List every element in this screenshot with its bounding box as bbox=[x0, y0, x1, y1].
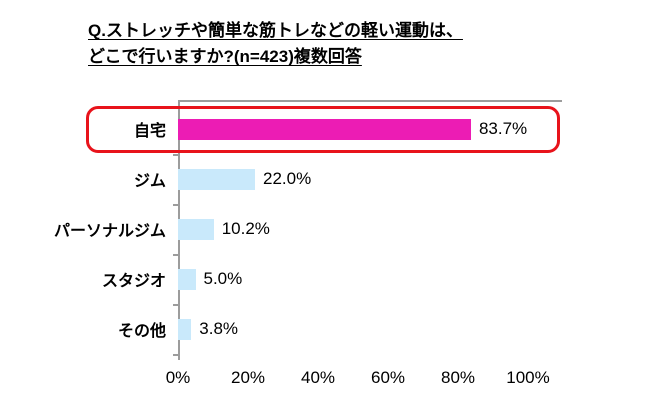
x-tick-label: 60% bbox=[370, 368, 406, 387]
bar bbox=[178, 218, 214, 240]
category-label: その他 bbox=[117, 323, 166, 340]
bar-track: 22.0% bbox=[178, 154, 648, 204]
value-label: 3.8% bbox=[199, 319, 239, 338]
category-label: ジム bbox=[133, 173, 166, 190]
x-tick-label: 40% bbox=[300, 368, 336, 387]
chart-title-line-1: Q.ストレッチや簡単な筋トレなどの軽い運動は、 bbox=[88, 21, 463, 40]
x-tick-label: 100% bbox=[506, 368, 550, 387]
chart-title-line-2: どこで行いますか?(n=423)複数回答 bbox=[88, 47, 362, 67]
chart-row: 自宅 83.7% bbox=[0, 104, 648, 154]
plot-area: 自宅 83.7% ジム 22.0% パーソナルジム 10.2% スタジオ 5.0% その他 3.8… bbox=[0, 100, 648, 400]
y-axis-tick bbox=[173, 154, 178, 156]
category-label: スタジオ bbox=[101, 273, 166, 290]
value-label: 5.0% bbox=[203, 269, 243, 288]
bar-track: 5.0% bbox=[178, 254, 648, 304]
bar bbox=[178, 168, 255, 190]
y-axis-tick bbox=[173, 204, 178, 206]
bar-track: 10.2% bbox=[178, 204, 648, 254]
value-label: 22.0% bbox=[263, 169, 312, 188]
y-axis-tick bbox=[173, 304, 178, 306]
y-axis-tick bbox=[173, 354, 178, 356]
bar-track: 83.7% bbox=[178, 104, 648, 154]
category-label: パーソナルジム bbox=[53, 223, 166, 240]
chart-title: Q.ストレッチや簡単な筋トレなどの軽い運動は、 どこで行いますか?(n=423)… bbox=[88, 18, 463, 71]
bar bbox=[178, 318, 192, 340]
chart-row: その他 3.8% bbox=[0, 304, 648, 354]
plot-top-border bbox=[178, 100, 562, 102]
bar bbox=[178, 268, 196, 290]
value-label: 10.2% bbox=[221, 219, 270, 238]
x-tick-label: 20% bbox=[230, 368, 266, 387]
chart-row: スタジオ 5.0% bbox=[0, 254, 648, 304]
x-tick-label: 0% bbox=[165, 368, 191, 387]
bar-highlighted bbox=[178, 118, 471, 140]
x-tick-label: 80% bbox=[440, 368, 476, 387]
chart-row: パーソナルジム 10.2% bbox=[0, 204, 648, 254]
y-axis-tick bbox=[173, 254, 178, 256]
bar-rows: 自宅 83.7% ジム 22.0% パーソナルジム 10.2% スタジオ 5.0% その他 3.8… bbox=[0, 104, 648, 354]
x-axis: 0% 20% 40% 60% 80% 100% bbox=[166, 368, 578, 392]
category-label: 自宅 bbox=[133, 123, 166, 140]
chart-row: ジム 22.0% bbox=[0, 154, 648, 204]
bar-track: 3.8% bbox=[178, 304, 648, 354]
value-label: 83.7% bbox=[478, 119, 528, 138]
